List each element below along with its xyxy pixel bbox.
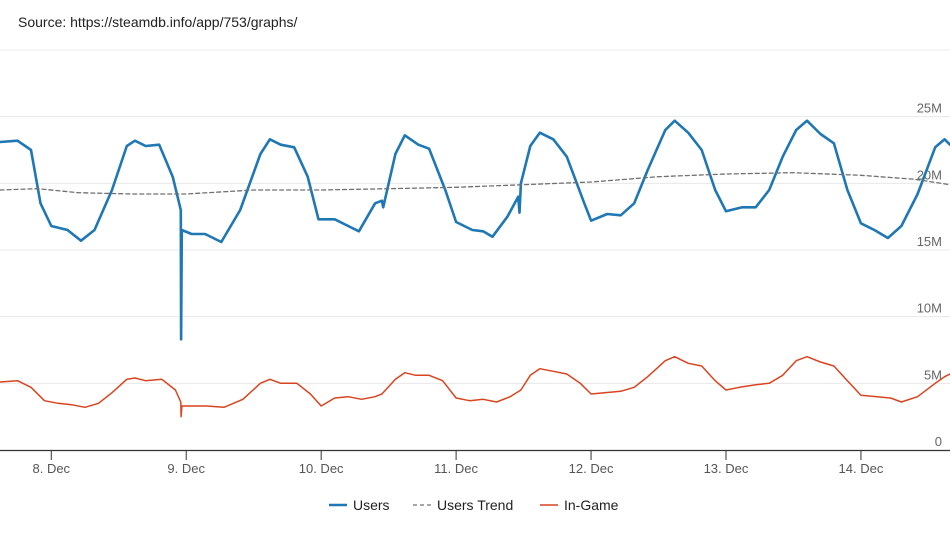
legend: Users Users Trend In-Game	[329, 497, 619, 513]
x-tick-label: 9. Dec	[167, 461, 205, 476]
y-tick-label: 15M	[917, 234, 942, 249]
series-line-users	[0, 119, 950, 341]
legend-label: Users Trend	[437, 497, 513, 513]
x-tick-label: 8. Dec	[32, 461, 70, 476]
x-tick-label: 14. Dec	[839, 461, 884, 476]
x-tick-label: 13. Dec	[704, 461, 749, 476]
series-line-in-game	[0, 355, 950, 418]
series-lines	[0, 119, 950, 418]
x-axis: 8. Dec 9. Dec 10. Dec 11. Dec 12. Dec 13. Dec…	[0, 449, 950, 476]
legend-label: In-Game	[564, 497, 619, 513]
legend-item-in-game[interactable]: In-Game	[540, 497, 619, 513]
legend-label: Users	[353, 497, 390, 513]
legend-item-users[interactable]: Users	[329, 497, 390, 513]
source-caption: Source: https://steamdb.info/app/753/gra…	[18, 14, 298, 30]
series-line-users-trend	[0, 172, 950, 195]
x-tick-label: 10. Dec	[299, 461, 344, 476]
grid-lines	[0, 49, 950, 384]
y-tick-label: 0	[935, 434, 942, 449]
x-tick-label: 12. Dec	[569, 461, 614, 476]
y-tick-label: 10M	[917, 301, 942, 316]
x-tick-label: 11. Dec	[434, 461, 478, 476]
y-tick-label: 25M	[917, 101, 942, 116]
y-tick-label: 5M	[924, 367, 942, 382]
legend-item-users-trend[interactable]: Users Trend	[413, 497, 513, 513]
